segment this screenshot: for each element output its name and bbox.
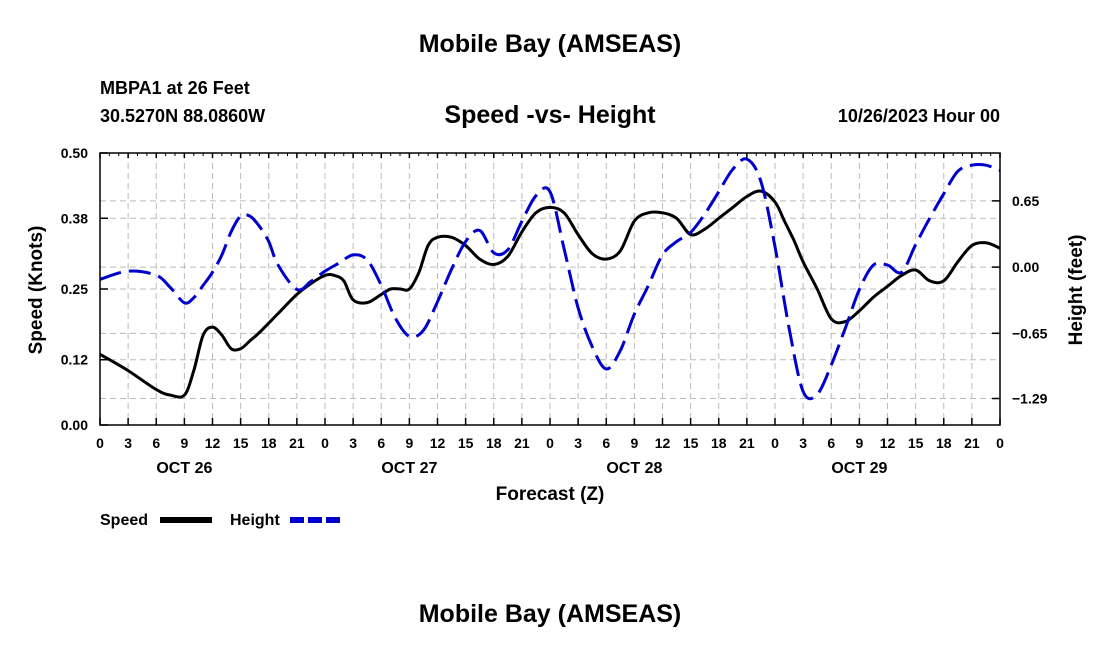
x-tick-label: 18 [486,435,502,451]
x-axis-label: Forecast (Z) [496,484,605,505]
x-tick-label: 12 [655,435,671,451]
x-tick-label: 3 [124,435,132,451]
x-tick-label: 3 [349,435,357,451]
x-tick-label: 6 [152,435,160,451]
x-tick-label: 6 [602,435,610,451]
tick-labels: 0 3 6 9 12 15 18 21 0 3 6 9 12 15 18 21 0 3 6 9 12 15 18 21 0 3 6 9… [61,145,1048,477]
legend-label-height: Height [230,512,280,529]
x-tick-label: 18 [936,435,952,451]
series-layer [99,157,1001,401]
footer-title: Mobile Bay (AMSEAS) [418,600,682,628]
x-tick-label: 0 [996,435,1004,451]
x-tick-label: 12 [880,435,896,451]
day-label: OCT 29 [831,460,887,477]
x-tick-label: 9 [855,435,863,451]
x-tick-label: 18 [711,435,727,451]
y-tick-label: 0.50 [61,145,88,161]
y-tick-label: 0.25 [61,281,88,297]
day-label: OCT 27 [381,460,437,477]
x-tick-label: 21 [739,435,755,451]
y-axis-label: Speed (Knots) [26,226,47,355]
x-tick-label: 9 [630,435,638,451]
forecast-datetime: 10/26/2023 Hour 00 [837,106,1000,126]
x-tick-label: 15 [458,435,474,451]
y2-axis-label: Height (feet) [1066,235,1087,346]
x-tick-label: 3 [799,435,807,451]
plot-frame [99,152,1001,426]
x-tick-label: 0 [321,435,329,451]
x-tick-label: 3 [574,435,582,451]
y2-tick-label: 0.00 [1012,259,1039,275]
y-tick-label: 0.12 [61,352,88,368]
chart-subtitle: Speed -vs- Height [444,101,656,129]
axes [99,152,1001,426]
x-tick-label: 21 [289,435,305,451]
series-line-height [99,157,1001,401]
x-tick-label: 0 [771,435,779,451]
x-tick-label: 0 [96,435,104,451]
x-tick-label: 9 [405,435,413,451]
y2-tick-label: −1.29 [1012,391,1048,407]
x-tick-label: 6 [827,435,835,451]
y2-tick-label: −0.65 [1012,325,1048,341]
x-tick-label: 18 [261,435,277,451]
x-tick-label: 21 [514,435,530,451]
x-tick-label: 12 [205,435,221,451]
y2-tick-label: 0.65 [1012,193,1039,209]
x-tick-label: 21 [964,435,980,451]
y-tick-label: 0.38 [61,210,88,226]
station-coords: 30.5270N 88.0860W [100,106,266,126]
day-label: OCT 26 [156,460,212,477]
x-tick-label: 12 [430,435,446,451]
y-tick-label: 0.00 [61,417,88,433]
station-label: MBPA1 at 26 Feet [100,78,250,98]
x-tick-label: 0 [546,435,554,451]
x-tick-label: 15 [908,435,924,451]
legend: Speed Height [100,512,342,529]
x-tick-label: 9 [180,435,188,451]
legend-label-speed: Speed [100,512,148,529]
chart-title: Mobile Bay (AMSEAS) [418,30,682,58]
series-line-speed [99,189,1001,399]
x-tick-label: 15 [233,435,249,451]
day-label: OCT 28 [606,460,662,477]
x-tick-label: 15 [683,435,699,451]
x-tick-label: 6 [377,435,385,451]
